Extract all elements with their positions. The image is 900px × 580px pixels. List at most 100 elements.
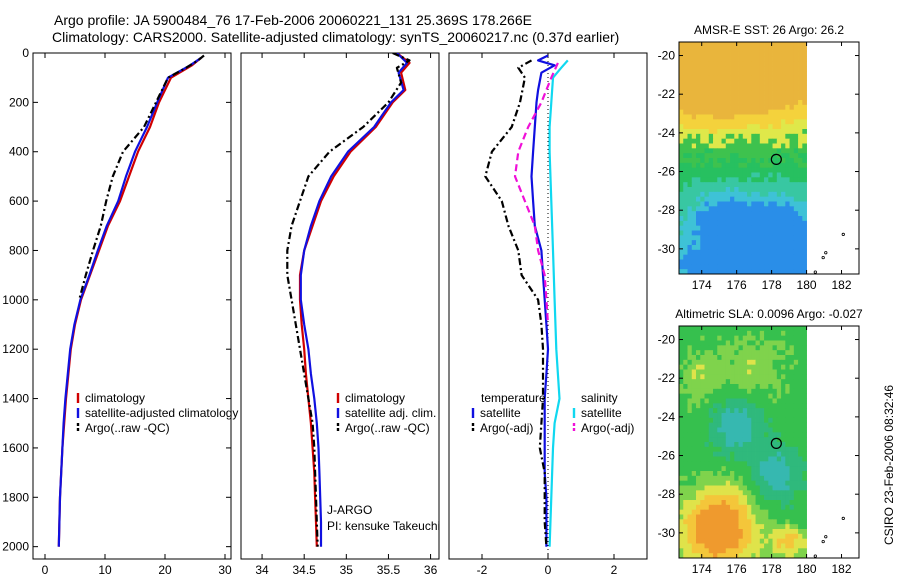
- heatmap-cell: [730, 196, 735, 202]
- heatmap-cell: [793, 466, 799, 472]
- heatmap-cell: [768, 340, 773, 346]
- heatmap-cell: [704, 201, 710, 207]
- heatmap-cell: [738, 524, 744, 530]
- heatmap-cell: [776, 119, 782, 125]
- heatmap-cell: [772, 119, 778, 125]
- heatmap-cell: [776, 495, 782, 501]
- heatmap-cell: [700, 485, 705, 491]
- heatmap-cell: [713, 403, 718, 409]
- heatmap-cell: [742, 162, 748, 169]
- heatmap-cell: [764, 350, 769, 356]
- heatmap-cell: [785, 364, 790, 370]
- heatmap-cell: [734, 240, 739, 246]
- heatmap-cell: [738, 345, 744, 351]
- heatmap-cell: [793, 95, 799, 101]
- heatmap-cell: [717, 519, 722, 525]
- heatmap-cell: [679, 162, 684, 169]
- heatmap-cell: [755, 95, 761, 101]
- heatmap-cell: [734, 533, 739, 540]
- heatmap-cell: [679, 245, 684, 251]
- heatmap-cell: [755, 46, 761, 53]
- heatmap-cell: [802, 451, 807, 457]
- heatmap-cell: [700, 553, 705, 559]
- heatmap-cell: [713, 95, 718, 101]
- heatmap-cell: [802, 245, 807, 251]
- heatmap-cell: [730, 490, 735, 496]
- heatmap-cell: [793, 504, 799, 511]
- heatmap-cell: [721, 553, 727, 559]
- heatmap-cell: [751, 350, 756, 356]
- heatmap-cell: [717, 245, 722, 251]
- heatmap-cell: [751, 220, 756, 227]
- heatmap-cell: [793, 264, 799, 270]
- heatmap-cell: [772, 124, 778, 130]
- island-marker: [813, 554, 817, 558]
- legend-entry: Argo(-adj): [480, 421, 533, 435]
- heatmap-cell: [768, 124, 773, 130]
- heatmap-cell: [708, 529, 714, 535]
- heatmap-cell: [781, 56, 786, 62]
- heatmap-cell: [717, 133, 722, 140]
- heatmap-cell: [734, 398, 739, 404]
- heatmap-cell: [751, 543, 756, 549]
- heatmap-cell: [751, 451, 756, 457]
- heatmap-cell: [713, 100, 718, 106]
- heatmap-cell: [717, 225, 722, 231]
- heatmap-cell: [713, 133, 718, 140]
- heatmap-cell: [683, 442, 688, 448]
- heatmap-cell: [772, 490, 778, 496]
- heatmap-cell: [704, 456, 710, 462]
- heatmap-cell: [798, 369, 803, 375]
- heatmap-cell: [785, 466, 790, 472]
- heatmap-cell: [691, 230, 697, 236]
- heatmap-cell: [793, 446, 799, 453]
- heatmap-cell: [742, 364, 748, 370]
- heatmap-cell: [759, 379, 765, 385]
- map-frame: [678, 325, 860, 559]
- heatmap-cell: [785, 456, 790, 462]
- heatmap-cell: [730, 249, 735, 256]
- heatmap-cell: [776, 211, 782, 217]
- heatmap-cell: [802, 500, 807, 506]
- heatmap-cell: [802, 162, 807, 169]
- heatmap-cell: [793, 201, 799, 207]
- heatmap-cell: [713, 80, 718, 86]
- heatmap-cell: [721, 519, 727, 525]
- heatmap-cell: [696, 104, 701, 111]
- heatmap-cell: [755, 422, 761, 428]
- heatmap-cell: [738, 42, 744, 48]
- heatmap-cell: [772, 514, 778, 520]
- heatmap-cell: [802, 177, 807, 183]
- heatmap-cell: [708, 427, 714, 433]
- heatmap-cell: [772, 259, 778, 265]
- heatmap-cell: [764, 162, 769, 169]
- heatmap-cell: [687, 335, 693, 341]
- heatmap-cell: [683, 201, 688, 207]
- heatmap-cell: [683, 355, 688, 361]
- heatmap-cell: [798, 548, 803, 554]
- heatmap-cell: [683, 427, 688, 433]
- heatmap-cell: [747, 374, 752, 380]
- heatmap-cell: [751, 480, 756, 486]
- heatmap-cell: [759, 374, 765, 380]
- heatmap-cell: [764, 393, 769, 399]
- heatmap-cell: [776, 548, 782, 554]
- heatmap-cell: [772, 509, 778, 515]
- heatmap-cell: [768, 191, 773, 198]
- heatmap-cell: [747, 350, 752, 356]
- heatmap-cell: [725, 456, 731, 462]
- heatmap-cell: [683, 326, 688, 332]
- heatmap-cell: [768, 211, 773, 217]
- heatmap-cell: [742, 191, 748, 198]
- heatmap-cell: [789, 249, 795, 256]
- heatmap-cell: [785, 413, 790, 419]
- heatmap-cell: [785, 225, 790, 231]
- heatmap-cell: [725, 225, 731, 231]
- heatmap-cell: [776, 456, 782, 462]
- heatmap-cell: [730, 403, 735, 409]
- heatmap-cell: [776, 326, 782, 332]
- heatmap-cell: [798, 451, 803, 457]
- heatmap-cell: [798, 56, 803, 62]
- heatmap-cell: [679, 129, 684, 135]
- heatmap-cell: [755, 191, 761, 198]
